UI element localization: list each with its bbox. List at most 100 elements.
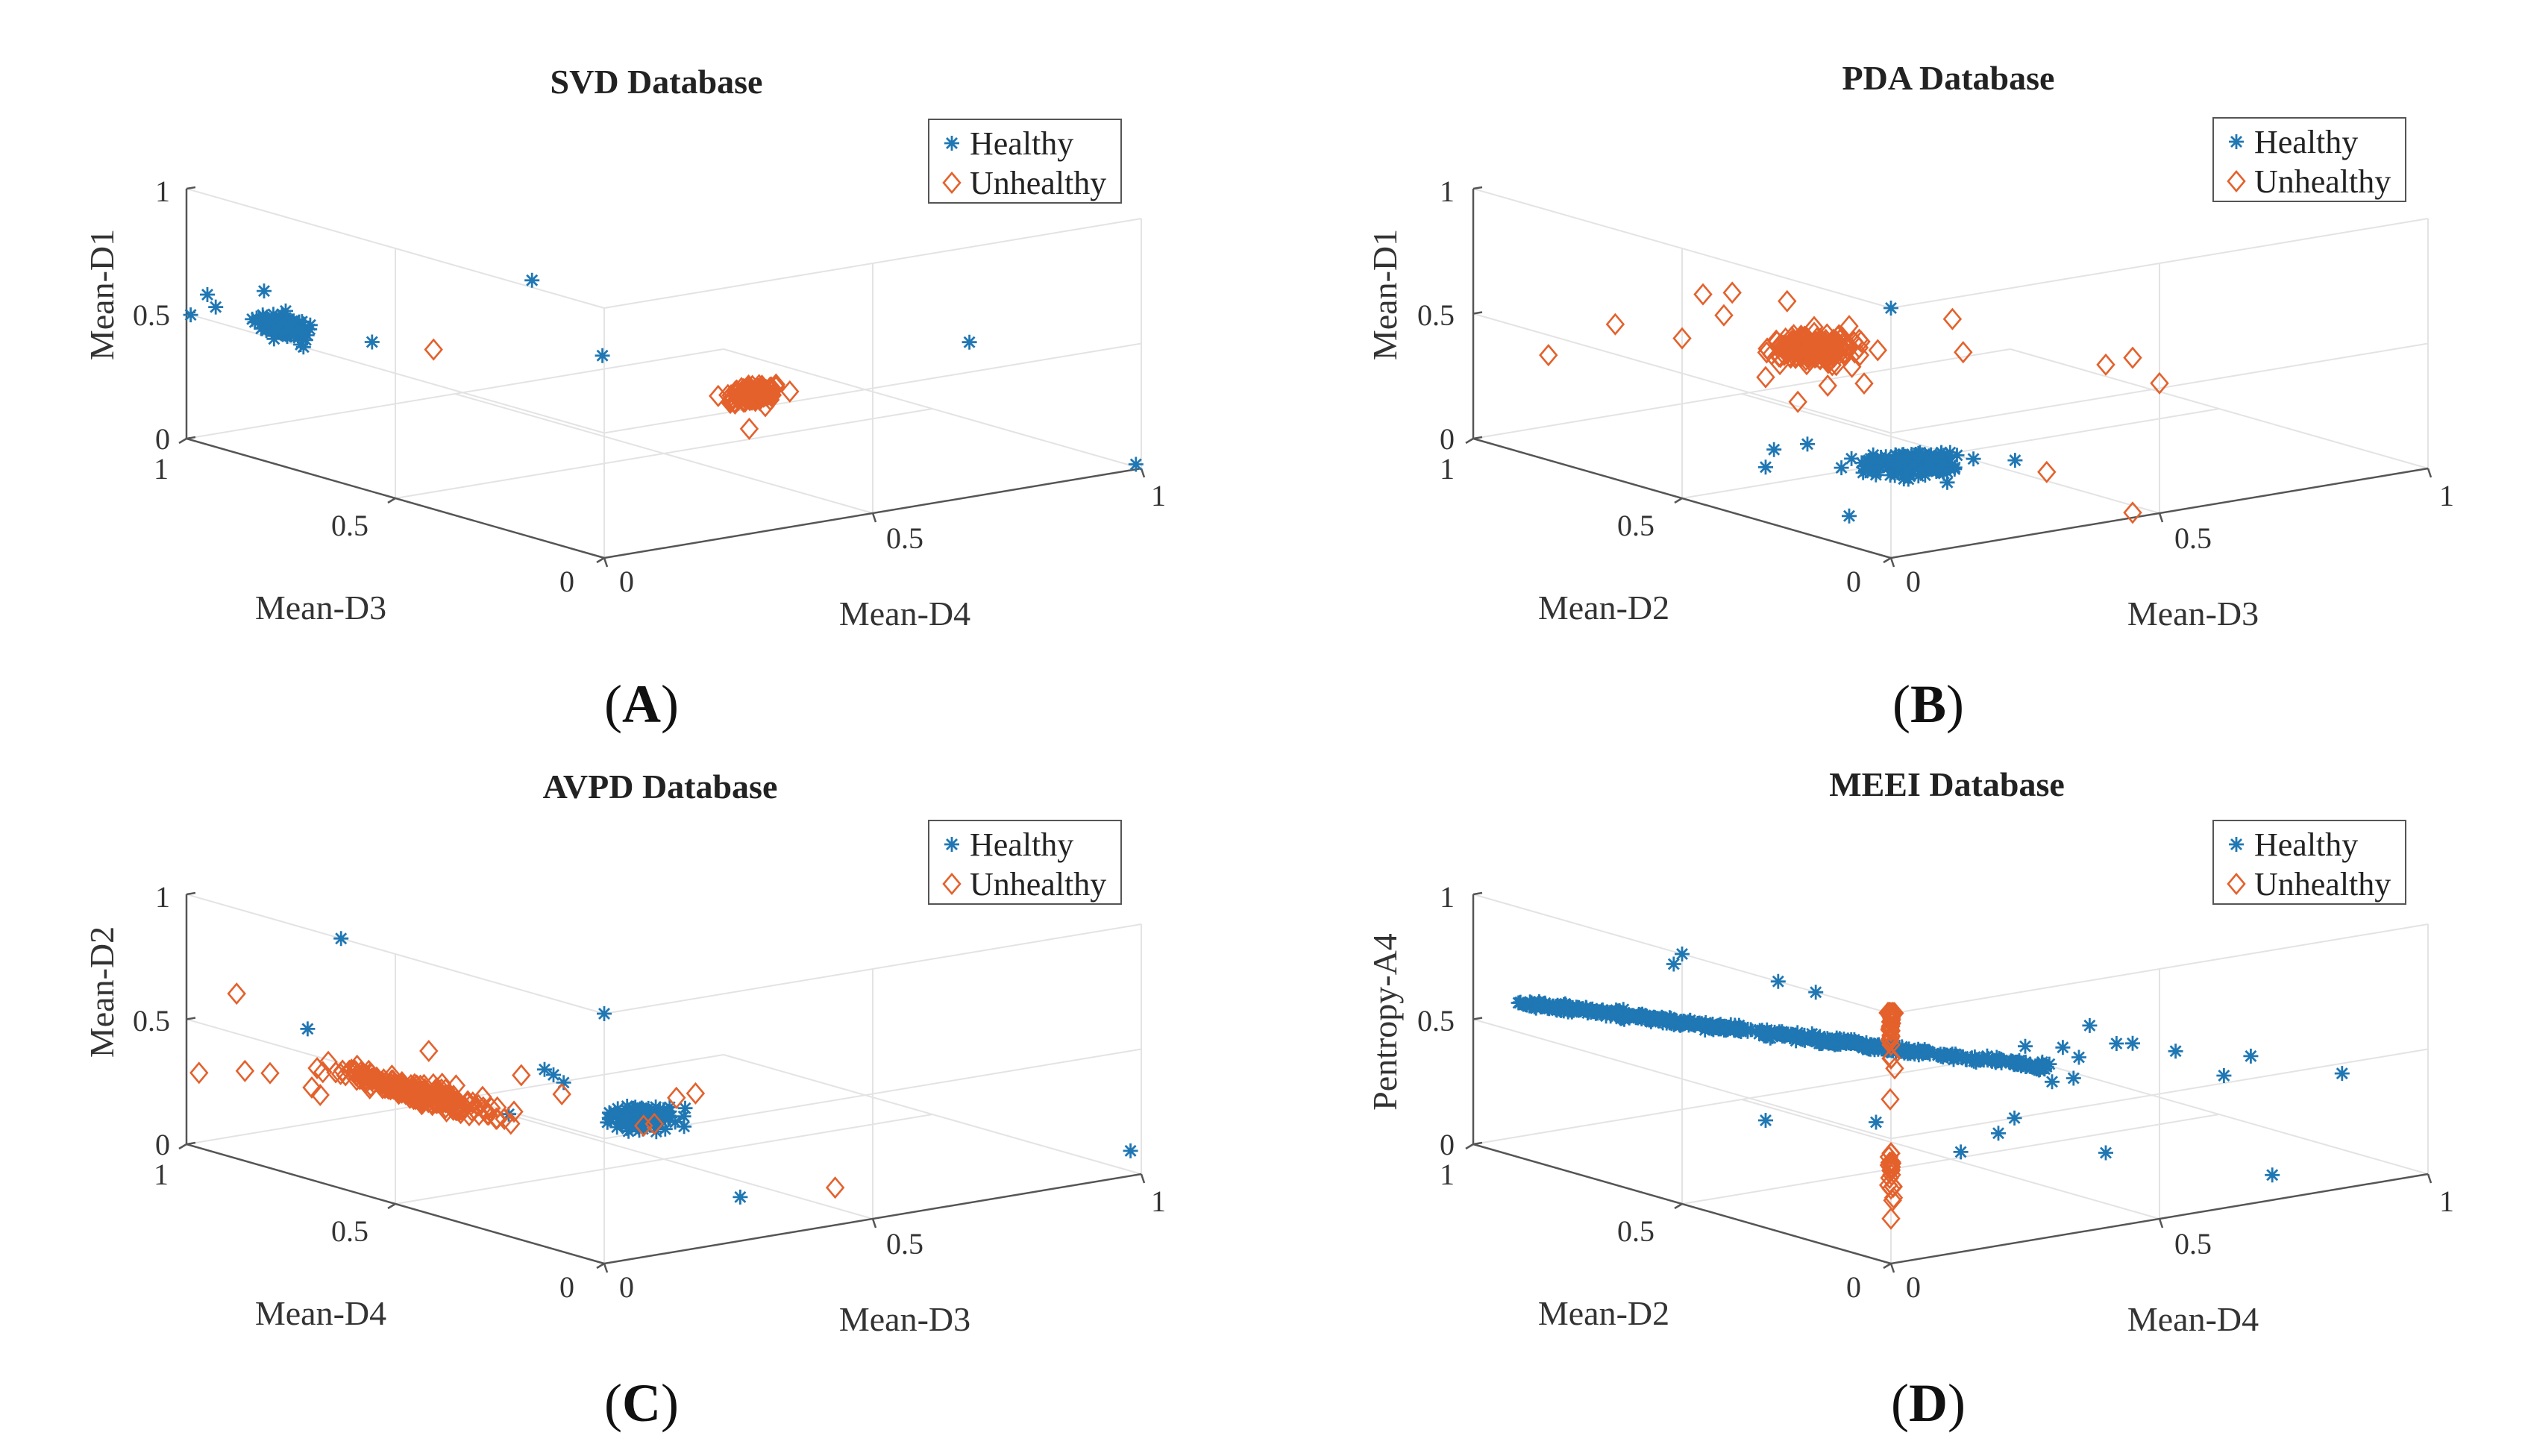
legend-healthy: Healthy	[970, 826, 1073, 863]
z-tick-2: 1	[1440, 880, 1455, 914]
z-tick-mark	[186, 1017, 196, 1020]
z-tick-1: 0.5	[1417, 298, 1455, 332]
healthy-point	[1858, 1039, 1875, 1057]
healthy-point	[2006, 1109, 2024, 1127]
grid-lines	[1472, 188, 2429, 559]
x-tick-2: 1	[2439, 1184, 2454, 1218]
unhealthy-point	[2096, 354, 2115, 376]
y-tick-1: 0.5	[1617, 509, 1654, 542]
y-tick-2: 1	[154, 452, 169, 486]
x-tick-2: 1	[1151, 479, 1166, 512]
grid-line	[723, 1054, 1142, 1175]
healthy-point	[2031, 1061, 2049, 1079]
grid-line	[1472, 348, 2011, 439]
healthy-point	[2070, 1049, 2088, 1066]
y-axis-label: Mean-D2	[1538, 589, 1669, 627]
grid-line	[603, 923, 1142, 1014]
y-tick-mark	[178, 1143, 187, 1150]
x-tick-mark	[2427, 468, 2433, 478]
axes	[1465, 186, 2433, 568]
grid-lines	[186, 894, 1142, 1264]
healthy-point	[1757, 458, 1775, 476]
healthy-point	[2016, 1038, 2034, 1055]
y-tick-2: 1	[154, 1158, 169, 1191]
y-tick-1: 0.5	[331, 509, 368, 542]
z-tick-0: 0	[1440, 1128, 1455, 1161]
healthy-point	[1901, 1044, 1919, 1061]
y-tick-mark	[596, 556, 605, 564]
healthy-point	[606, 1104, 624, 1121]
y-tick-mark	[1674, 1202, 1683, 1210]
healthy-point	[2006, 451, 2024, 469]
x-tick-mark	[871, 512, 877, 523]
grid-line	[603, 218, 1142, 309]
unhealthy-point	[1854, 372, 1874, 395]
y-tick-2: 1	[1440, 452, 1455, 486]
z-axis-label: Mean-D1	[83, 229, 121, 360]
y-tick-mark	[387, 497, 396, 504]
healthy-point	[1957, 1050, 1974, 1068]
x-tick-mark	[603, 557, 609, 568]
unhealthy-point	[227, 982, 246, 1005]
healthy-point	[285, 324, 303, 342]
grid-line	[186, 894, 605, 1014]
x-tick-mark	[871, 1218, 877, 1228]
chart-title: AVPD Database	[543, 768, 778, 806]
grid-line	[1890, 1048, 2429, 1140]
scatter-points	[189, 929, 1139, 1206]
y-tick-0: 0	[559, 565, 574, 598]
grid-line	[723, 348, 1142, 469]
healthy-point	[598, 1114, 616, 1132]
x-tick-mark	[603, 1263, 609, 1273]
z-tick-mark	[1472, 311, 1483, 315]
healthy-point	[961, 333, 978, 351]
panel-svd: SVD Database 0 0.5 1 1 0.5 0 0 0.5 1 Mea…	[83, 63, 1166, 734]
healthy-point	[732, 1188, 749, 1206]
legend-healthy: Healthy	[2254, 124, 2358, 160]
healthy-point	[295, 338, 313, 356]
healthy-point	[2097, 1144, 2115, 1161]
grid-line	[1890, 342, 2429, 434]
healthy-point	[2242, 1047, 2259, 1065]
legend-healthy: Healthy	[970, 125, 1073, 162]
unhealthy-point	[740, 418, 759, 440]
unhealthy-point	[236, 1060, 254, 1082]
z-tick-2: 1	[1440, 175, 1455, 208]
z-tick-mark	[1472, 1017, 1483, 1020]
z-tick-1: 0.5	[1417, 1004, 1455, 1038]
z-tick-1: 0.5	[133, 298, 170, 332]
healthy-point	[2017, 1053, 2034, 1071]
healthy-point	[1607, 1004, 1625, 1021]
panel-meei: MEEI Database 0 0.5 1 1 0.5 0 0 0.5 1 Me…	[1366, 765, 2454, 1433]
z-tick-1: 0.5	[133, 1004, 170, 1038]
healthy-point	[595, 1005, 613, 1023]
y-tick-0: 0	[1846, 565, 1861, 598]
healthy-point	[1942, 1046, 1960, 1064]
grid-line	[2010, 1054, 2429, 1175]
z-tick-mark	[1472, 891, 1483, 896]
unhealthy-point	[1606, 313, 1625, 336]
unhealthy-point	[1714, 304, 1734, 327]
panel-label: (D)	[1891, 1373, 1966, 1433]
healthy-point	[1665, 956, 1683, 973]
panel-label-letter: C	[622, 1373, 661, 1433]
healthy-point	[1793, 1029, 1810, 1046]
legend: Healthy Unhealthy	[928, 119, 1122, 204]
healthy-point	[1904, 456, 1922, 474]
grid-line	[186, 188, 605, 309]
grid-line	[395, 1114, 933, 1205]
x-axis-label: Mean-D3	[2127, 594, 2259, 633]
x-tick-1: 0.5	[886, 1227, 923, 1261]
y-tick-2: 1	[1440, 1158, 1455, 1191]
z-tick-0: 0	[155, 1128, 170, 1161]
z-tick-mark	[186, 1141, 196, 1146]
healthy-point	[1920, 454, 1938, 471]
healthy-point	[1122, 1142, 1139, 1160]
healthy-point	[1813, 1035, 1831, 1052]
healthy-point	[1761, 1029, 1779, 1047]
healthy-point	[545, 1066, 562, 1084]
panel-label: (C)	[604, 1373, 679, 1433]
legend-unhealthy: Unhealthy	[970, 165, 1106, 201]
y-tick-mark	[596, 1262, 605, 1270]
